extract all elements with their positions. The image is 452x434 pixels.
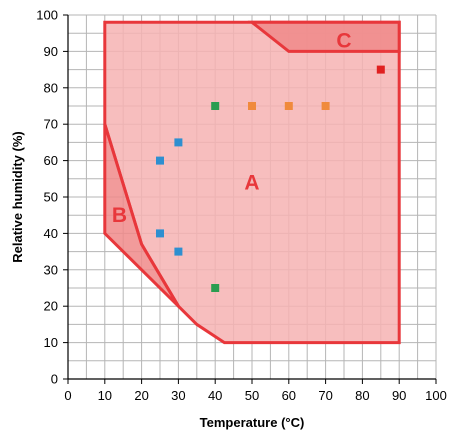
y-tick-label: 90 [44, 44, 58, 59]
data-point [321, 102, 330, 110]
data-point [156, 229, 164, 238]
region-c [247, 20, 401, 53]
data-point [376, 65, 385, 74]
data-point [211, 284, 220, 292]
y-tick-label: 100 [36, 8, 58, 23]
regions: A B C [103, 20, 401, 345]
x-tick-label: 40 [208, 388, 222, 403]
region-label-a: A [244, 171, 259, 194]
x-tick-label: 50 [245, 388, 259, 403]
y-tick-label: 40 [44, 226, 58, 241]
data-point [211, 102, 220, 110]
data-point [284, 102, 293, 110]
y-tick-label: 60 [44, 153, 58, 168]
y-tick-label: 80 [44, 80, 58, 95]
x-tick-label: 100 [425, 388, 447, 403]
x-tick-label: 10 [98, 388, 112, 403]
region-label-c: C [336, 29, 351, 52]
y-tick-label: 10 [44, 335, 58, 350]
y-tick-label: 70 [44, 117, 58, 132]
x-tick-label: 0 [64, 388, 71, 403]
data-point [156, 156, 164, 165]
data-point [174, 138, 183, 147]
x-tick-label: 70 [318, 388, 332, 403]
y-tick-label: 30 [44, 262, 58, 277]
region-label-b: B [112, 204, 127, 227]
x-axis-label: Temperature (°C) [200, 415, 305, 430]
y-tick-label: 50 [44, 190, 58, 205]
data-point [248, 102, 256, 110]
x-tick-label: 20 [134, 388, 148, 403]
x-tick-label: 30 [171, 388, 185, 403]
y-tick-label: 20 [44, 299, 58, 314]
y-axis-label: Relative humidity (%) [10, 131, 25, 262]
y-tick-label: 0 [51, 372, 58, 387]
x-tick-label: 90 [392, 388, 406, 403]
region-b [103, 123, 180, 308]
x-tick-label: 60 [282, 388, 296, 403]
axes [63, 14, 437, 384]
x-tick-label: 80 [355, 388, 369, 403]
data-point [174, 247, 183, 256]
tick-labels: 0 10 20 30 40 50 60 70 80 90 100 0 10 20 30 40 50 60 70 80 9… [36, 8, 447, 404]
data-points [156, 65, 385, 292]
